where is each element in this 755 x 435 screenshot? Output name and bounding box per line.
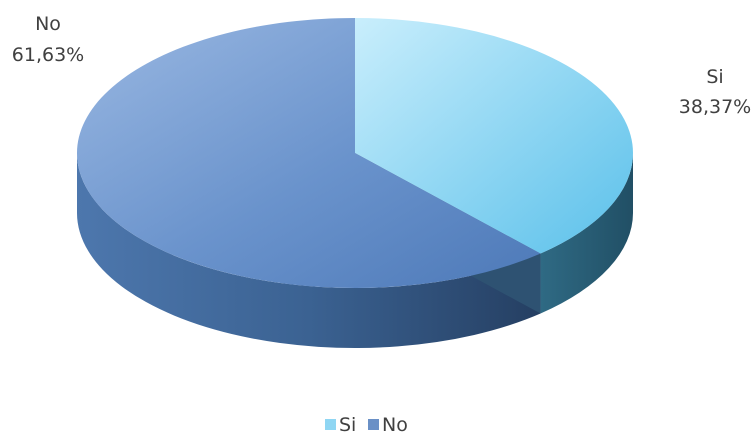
legend-swatch-no [368,419,379,430]
legend: Si No [325,414,408,435]
pie-side-no [77,153,541,348]
data-label-value-si: 38,37% [679,96,751,118]
data-label-value-no: 61,63% [12,44,84,66]
data-label-name-no: No [35,13,61,35]
legend-label-si: Si [339,414,356,435]
legend-label-no: No [382,414,408,435]
legend-swatch-si [325,419,336,430]
pie-slice-si [355,18,633,254]
data-label-name-si: Si [706,66,723,88]
pie-side-si [540,153,633,314]
pie-slice-no [76,18,541,288]
